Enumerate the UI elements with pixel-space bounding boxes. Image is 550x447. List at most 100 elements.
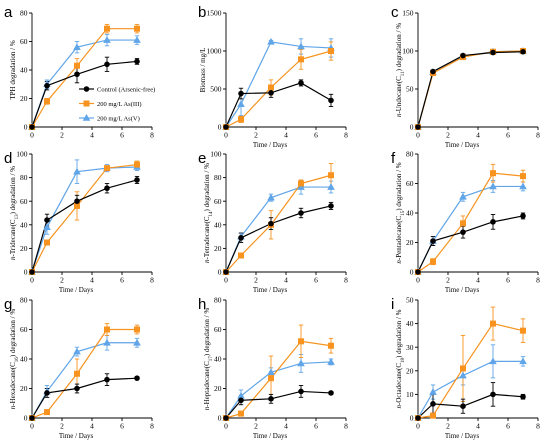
x-tick-label: 0	[416, 276, 420, 285]
x-tick-label: 4	[90, 131, 94, 140]
y-tick-label: 0	[410, 123, 414, 132]
x-axis-label: Time / Days	[445, 286, 480, 294]
y-tick-label: 0	[218, 414, 222, 423]
panel-i: i 0 10 20 30 40 50 0 2 4 6 8 Time / Days n-Octadecane…	[391, 296, 540, 440]
panel-a: a 0 20 40 60 80 0 2 4 6 8 TPH degradation / % Contro…	[4, 4, 155, 140]
series-2-data-point	[267, 368, 275, 376]
series-0-data-point	[430, 238, 436, 244]
y-axis-label-tail: ) degradation / %	[395, 309, 403, 358]
legend-label: Control (Arsenic-free)	[97, 86, 155, 93]
x-tick-label: 0	[224, 131, 228, 140]
series-0-data-point	[268, 220, 274, 227]
series-1-data-point	[328, 342, 334, 349]
x-axis-label: Time / Days	[253, 286, 288, 294]
x-axis-label: Time / Days	[253, 141, 288, 149]
x-axis-label: Time / Days	[59, 286, 94, 294]
x-tick-label: 2	[254, 276, 258, 285]
series-0-data-point	[44, 390, 50, 396]
x-tick-label: 4	[90, 276, 94, 285]
y-axis-label-italic: n	[203, 406, 211, 410]
y-axis-label-main: -Tetradecane(C	[203, 216, 211, 259]
y-tick-label: 80	[214, 296, 222, 305]
x-tick-label: 2	[254, 131, 258, 140]
series-0-data-point	[415, 415, 421, 421]
series-2-data-point	[519, 182, 527, 190]
x-tick-label: 4	[90, 422, 94, 431]
series-2-data-point	[73, 347, 81, 355]
series-1-data-point	[520, 173, 526, 180]
legend-circle-icon	[83, 86, 90, 92]
x-tick-label: 0	[416, 422, 420, 431]
series-1-data-point	[268, 84, 274, 91]
series-0-data-point	[134, 177, 140, 183]
series-0-data-point	[238, 90, 244, 97]
legend-triangle-icon	[82, 114, 91, 121]
y-tick-label: 20	[214, 244, 222, 253]
panel-f: f 0 20 40 60 80 0 2 4 6 8 Time / Days n-Pentadecane(…	[391, 150, 540, 294]
x-tick-label: 2	[446, 131, 450, 140]
x-tick-label: 2	[60, 276, 64, 285]
series-0-data-point	[223, 269, 229, 275]
series-1-data-point	[460, 365, 466, 372]
y-axis-label-subscript: 14	[209, 211, 214, 217]
series-1-data-point	[104, 165, 110, 172]
series-0-data-point	[74, 198, 80, 204]
series-0-data-point	[268, 90, 274, 96]
panel-letter: c	[391, 4, 399, 21]
y-tick-label: 0	[24, 414, 28, 423]
series-2-data-point	[459, 192, 467, 200]
x-tick-label: 6	[314, 276, 318, 285]
y-tick-label: 0	[410, 414, 414, 423]
y-axis-label: n-Heptadecane(C17) degradation / %	[203, 308, 214, 411]
y-axis-label-subscript: 11	[401, 71, 406, 76]
y-axis-label-tail: ) degradation / %	[203, 308, 211, 357]
y-tick-label: 80	[214, 173, 222, 182]
series-2-data-point	[429, 388, 437, 395]
series-2-data-point	[237, 100, 245, 107]
series-2-data-point	[133, 338, 141, 346]
y-axis-label-italic: n	[395, 404, 403, 408]
x-tick-label: 6	[506, 276, 510, 285]
series-2-data-point	[519, 357, 527, 365]
series-0-data-point	[460, 403, 466, 410]
x-tick-label: 4	[476, 131, 480, 140]
x-tick-label: 6	[506, 131, 510, 140]
series-1-data-point	[490, 170, 496, 177]
series-0-data-point	[490, 391, 496, 398]
x-tick-label: 0	[416, 131, 420, 140]
x-tick-label: 4	[284, 131, 288, 140]
x-tick-label: 6	[120, 131, 124, 140]
y-tick-label: 60	[214, 197, 222, 206]
series-0-data-point	[460, 229, 466, 235]
y-axis-label-main: -Pentadecane(C	[395, 215, 403, 260]
y-tick-label: 20	[406, 238, 414, 247]
x-tick-label: 0	[224, 422, 228, 431]
x-tick-label: 2	[446, 276, 450, 285]
y-tick-label: 40	[20, 220, 28, 229]
y-tick-label: 1000	[207, 47, 222, 56]
series-1-data-point	[44, 98, 50, 105]
x-tick-label: 8	[344, 131, 348, 140]
legend-square-icon	[83, 100, 90, 107]
series-0-data-point	[415, 124, 421, 130]
y-tick-label: 100	[210, 150, 222, 159]
y-tick-label: 40	[214, 355, 222, 364]
y-tick-label: 0	[218, 123, 222, 132]
series-0-data-point	[238, 397, 244, 404]
series-1-data-point	[430, 412, 436, 419]
y-tick-label: 20	[20, 244, 28, 253]
series-0-data-point	[74, 385, 80, 392]
series-1-data-point	[44, 239, 50, 246]
series-1-data-point	[238, 410, 244, 417]
y-tick-label: 80	[20, 9, 28, 18]
x-axis-label: Time / Days	[253, 432, 288, 440]
series-0-data-point	[223, 415, 229, 421]
series-2-data-point	[133, 36, 141, 43]
x-tick-label: 2	[60, 131, 64, 140]
y-tick-label: 40	[406, 319, 414, 328]
series-1-data-point	[44, 409, 50, 416]
y-tick-label: 20	[20, 94, 28, 103]
y-tick-label: 40	[214, 220, 222, 229]
series-1-data-point	[74, 62, 80, 69]
